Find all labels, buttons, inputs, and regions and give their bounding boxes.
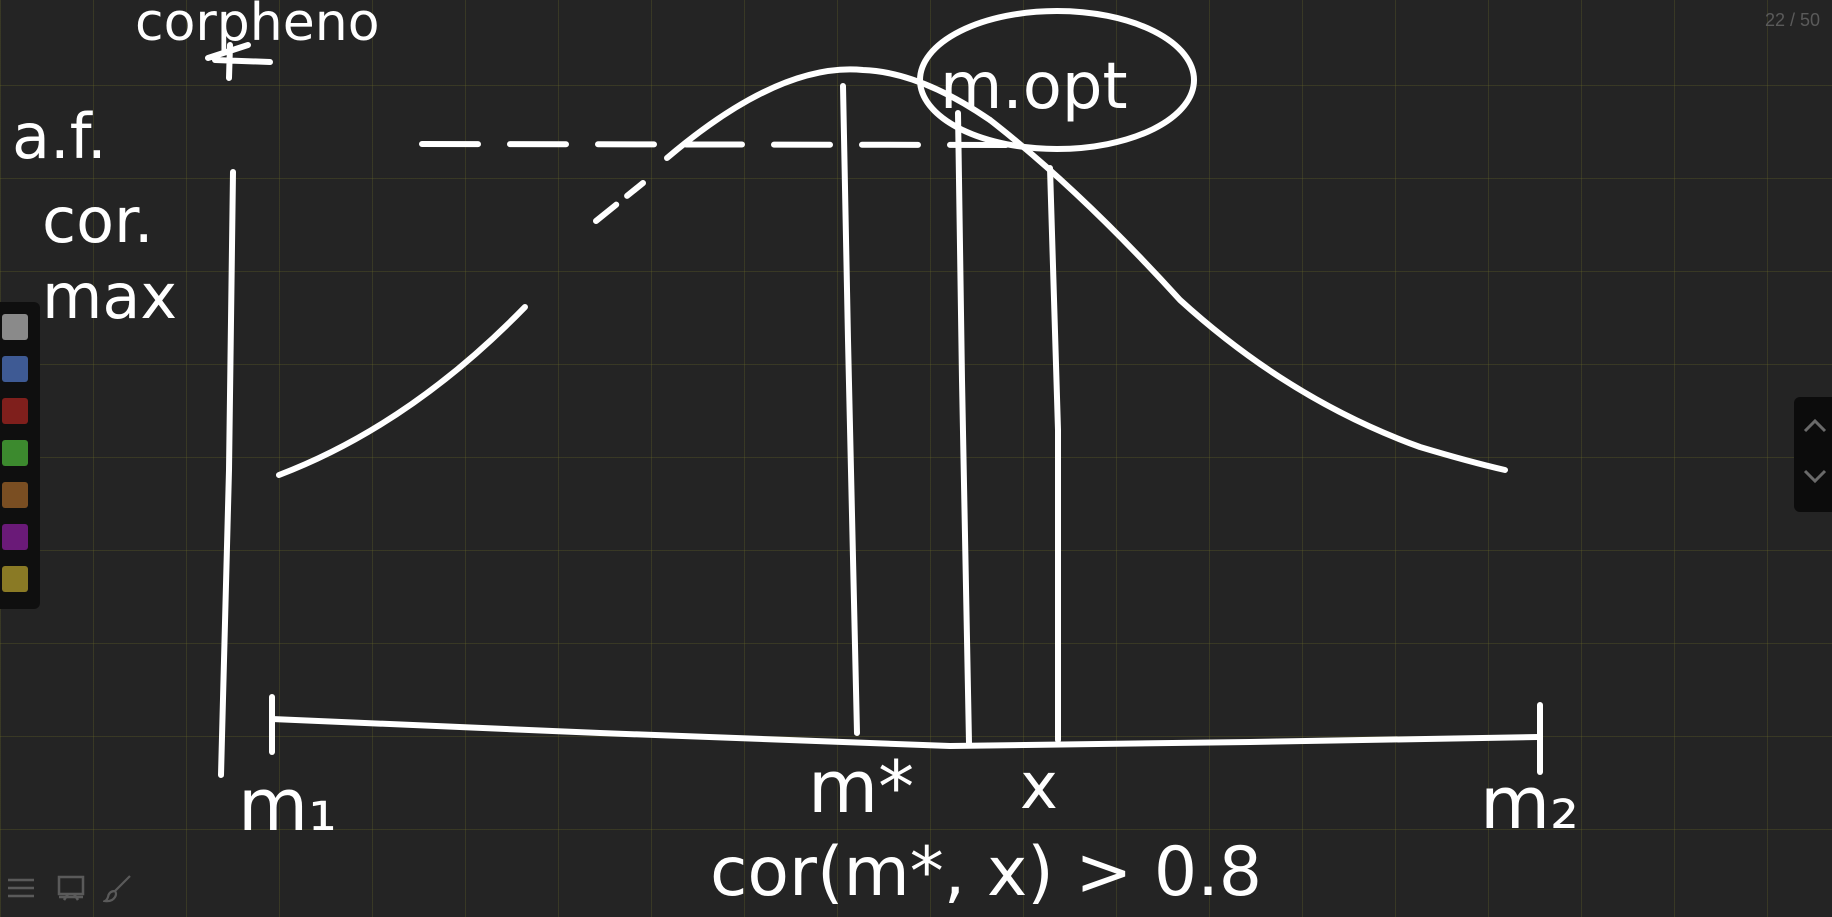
page-counter: 22 / 50 [1764,10,1820,30]
label-x: x [1020,750,1058,824]
vline-m-opt [955,110,972,746]
page-down-button[interactable] [1800,461,1830,491]
vline-x [1047,165,1061,743]
swatch-olive[interactable] [2,566,28,592]
swatch-gray[interactable] [2,314,28,340]
page-navigation [1794,397,1832,512]
menu-button[interactable] [6,873,36,903]
menu-icon [8,878,34,898]
swatch-brown[interactable] [2,482,28,508]
chevron-up-icon [1803,418,1827,433]
presentation-icon [57,875,85,901]
label-formula: cor(m*, x) > 0.8 [710,833,1262,912]
label-max: max [42,260,177,333]
swatch-blue[interactable] [2,356,28,382]
curve-left-segment [276,304,528,478]
corpheno-arrow [205,42,273,81]
label-m1: m₁ [238,763,337,847]
label-m-opt: m.opt [940,50,1128,124]
label-m-star: m* [808,745,914,829]
brush-button[interactable] [101,873,133,903]
y-axis-line [218,169,236,778]
label-corpheno: corpheno [135,0,380,53]
x-axis-line [269,716,1541,749]
label-cor: cor. [42,184,154,257]
label-m2: m₂ [1480,761,1579,845]
swatch-purple[interactable] [2,524,28,550]
vline-m-star [840,83,860,736]
color-palette [0,302,40,609]
curve-mid-dashes [593,180,646,224]
presentation-button[interactable] [56,873,86,903]
curve-top-segment [664,66,993,161]
swatch-red[interactable] [2,398,28,424]
swatch-green[interactable] [2,440,28,466]
brush-icon [101,875,131,903]
m-opt-ellipse [917,8,1197,152]
curve-right-segment [987,117,1508,473]
max-dashed-line [419,141,1013,148]
label-af: a.f. [12,100,107,173]
page-up-button[interactable] [1800,411,1830,441]
chevron-down-icon [1803,469,1827,484]
